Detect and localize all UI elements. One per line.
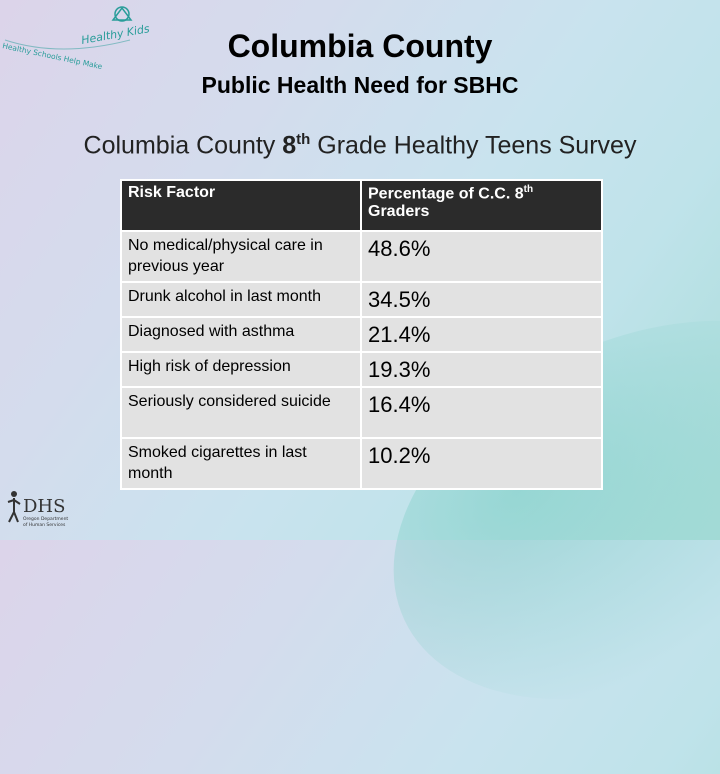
risk-factor-table: Risk Factor Percentage of C.C. 8th Grade… (120, 179, 603, 490)
healthy-kids-logo: Healthy Schools Help Make Healthy Kids (2, 6, 150, 70)
percentage-cell: 48.6% (360, 230, 603, 283)
svg-text:DHS: DHS (23, 496, 65, 517)
table-row: Diagnosed with asthma 21.4% (120, 316, 603, 353)
table-header-row: Risk Factor Percentage of C.C. 8th Grade… (120, 179, 603, 232)
table-row: High risk of depression 19.3% (120, 351, 603, 388)
table-row: Seriously considered suicide 16.4% (120, 386, 603, 439)
table-row: No medical/physical care in previous yea… (120, 230, 603, 283)
risk-factor-cell: Diagnosed with asthma (120, 316, 362, 353)
percentage-cell: 19.3% (360, 351, 603, 388)
header-percentage: Percentage of C.C. 8th Graders (360, 179, 603, 232)
percentage-cell: 16.4% (360, 386, 603, 439)
risk-factor-cell: Drunk alcohol in last month (120, 281, 362, 318)
risk-factor-cell: Smoked cigarettes in last month (120, 437, 362, 490)
svg-text:of Human Services: of Human Services (23, 522, 66, 528)
percentage-cell: 21.4% (360, 316, 603, 353)
page-title: Columbia County (227, 28, 493, 64)
risk-factor-cell: No medical/physical care in previous yea… (120, 230, 362, 283)
risk-factor-cell: Seriously considered suicide (120, 386, 362, 439)
dhs-logo: DHS Oregon Department of Human Services (7, 491, 68, 528)
percentage-cell: 34.5% (360, 281, 603, 318)
percentage-cell: 10.2% (360, 437, 603, 490)
table-row: Smoked cigarettes in last month 10.2% (120, 437, 603, 490)
page-subtitle: Public Health Need for SBHC (201, 72, 519, 98)
table-row: Drunk alcohol in last month 34.5% (120, 281, 603, 318)
header-risk-factor: Risk Factor (120, 179, 362, 232)
survey-heading: Columbia County 8th Grade Healthy Teens … (83, 131, 637, 160)
risk-factor-cell: High risk of depression (120, 351, 362, 388)
svg-text:Oregon Department: Oregon Department (23, 516, 68, 522)
